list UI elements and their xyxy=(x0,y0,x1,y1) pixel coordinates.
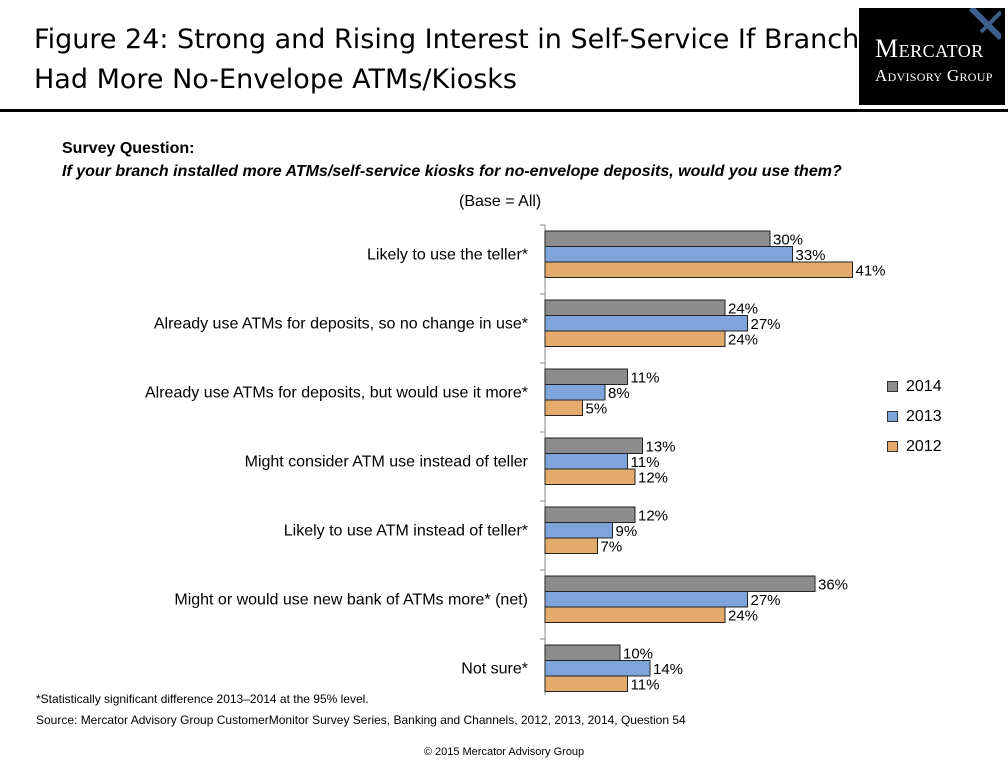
legend-swatch xyxy=(887,411,898,422)
footnote: *Statistically significant difference 20… xyxy=(36,692,369,706)
title-divider xyxy=(0,109,1008,112)
logo-text-advisory-group: Advisory Group xyxy=(875,66,993,85)
bar-2013 xyxy=(544,522,613,539)
data-label: 12% xyxy=(638,508,668,525)
bar-2013 xyxy=(544,591,748,608)
legend-swatch xyxy=(887,441,898,452)
bar-2013 xyxy=(544,453,628,470)
data-label: 14% xyxy=(653,661,683,678)
data-label: 24% xyxy=(728,608,758,625)
bar-2014 xyxy=(544,575,816,592)
data-label: 11% xyxy=(631,370,660,387)
category-label: Not sure* xyxy=(461,660,528,677)
category-label: Might or would use new bank of ATMs more… xyxy=(174,591,528,608)
category-label: Likely to use the teller* xyxy=(367,246,528,263)
title-line-2: Had More No-Envelope ATMs/Kiosks xyxy=(34,64,517,95)
bar-2013 xyxy=(544,246,793,263)
bar-2012 xyxy=(544,330,726,347)
mercator-logo: Mercator Advisory Group xyxy=(859,8,1005,105)
bar-2012 xyxy=(544,399,583,416)
data-label: 5% xyxy=(586,401,608,418)
logo-x-mark-icon xyxy=(968,8,1001,41)
legend-label: 2012 xyxy=(906,438,942,455)
data-label: 27% xyxy=(751,592,781,609)
bar-2013 xyxy=(544,315,748,332)
bar-2012 xyxy=(544,468,636,485)
survey-question-label: Survey Question: xyxy=(62,140,195,157)
data-label: 13% xyxy=(646,439,676,456)
copyright: © 2015 Mercator Advisory Group xyxy=(423,746,585,758)
survey-question-text: If your branch installed more ATMs/self-… xyxy=(62,163,842,180)
bar-2014 xyxy=(544,437,643,454)
data-label: 12% xyxy=(638,470,668,487)
data-label: 30% xyxy=(773,232,803,249)
source-note: Source: Mercator Advisory Group Customer… xyxy=(36,713,686,727)
data-label: 9% xyxy=(616,523,638,540)
data-label: 24% xyxy=(728,301,758,318)
category-label: Might consider ATM use instead of teller xyxy=(245,453,529,470)
data-label: 10% xyxy=(623,646,653,663)
data-label: 36% xyxy=(818,577,848,594)
bar-2012 xyxy=(544,261,853,278)
page-title: Figure 24: Strong and Rising Interest in… xyxy=(34,20,860,100)
data-label: 8% xyxy=(608,385,630,402)
category-label: Already use ATMs for deposits, but would… xyxy=(145,384,528,401)
bar-2013 xyxy=(544,660,651,677)
data-label: 11% xyxy=(631,677,660,694)
legend-label: 2013 xyxy=(906,408,942,425)
title-line-1: Figure 24: Strong and Rising Interest in… xyxy=(34,24,860,55)
bar-2012 xyxy=(544,606,726,623)
bar-2014 xyxy=(544,230,771,247)
data-label: 11% xyxy=(631,454,660,471)
bar-2012 xyxy=(544,675,628,692)
bar-2014 xyxy=(544,506,636,523)
bar-2014 xyxy=(544,299,726,316)
base-note: (Base = All) xyxy=(459,193,542,210)
legend-label: 2014 xyxy=(906,378,942,395)
bar-2014 xyxy=(544,644,621,661)
legend-swatch xyxy=(887,381,898,392)
category-label: Already use ATMs for deposits, so no cha… xyxy=(154,315,528,332)
data-label: 33% xyxy=(796,247,826,264)
bar-chart: Likely to use the teller* 30%33% 41% Alread… xyxy=(145,224,886,695)
category-label: Likely to use ATM instead of teller* xyxy=(284,522,528,539)
data-label: 41% xyxy=(856,263,886,280)
data-label: 27% xyxy=(751,316,781,333)
data-label: 24% xyxy=(728,332,758,349)
bar-2012 xyxy=(544,537,598,554)
bar-2014 xyxy=(544,368,628,385)
logo-text-mercator: Mercator xyxy=(875,34,984,63)
data-label: 7% xyxy=(601,539,623,556)
bar-2013 xyxy=(544,384,606,401)
